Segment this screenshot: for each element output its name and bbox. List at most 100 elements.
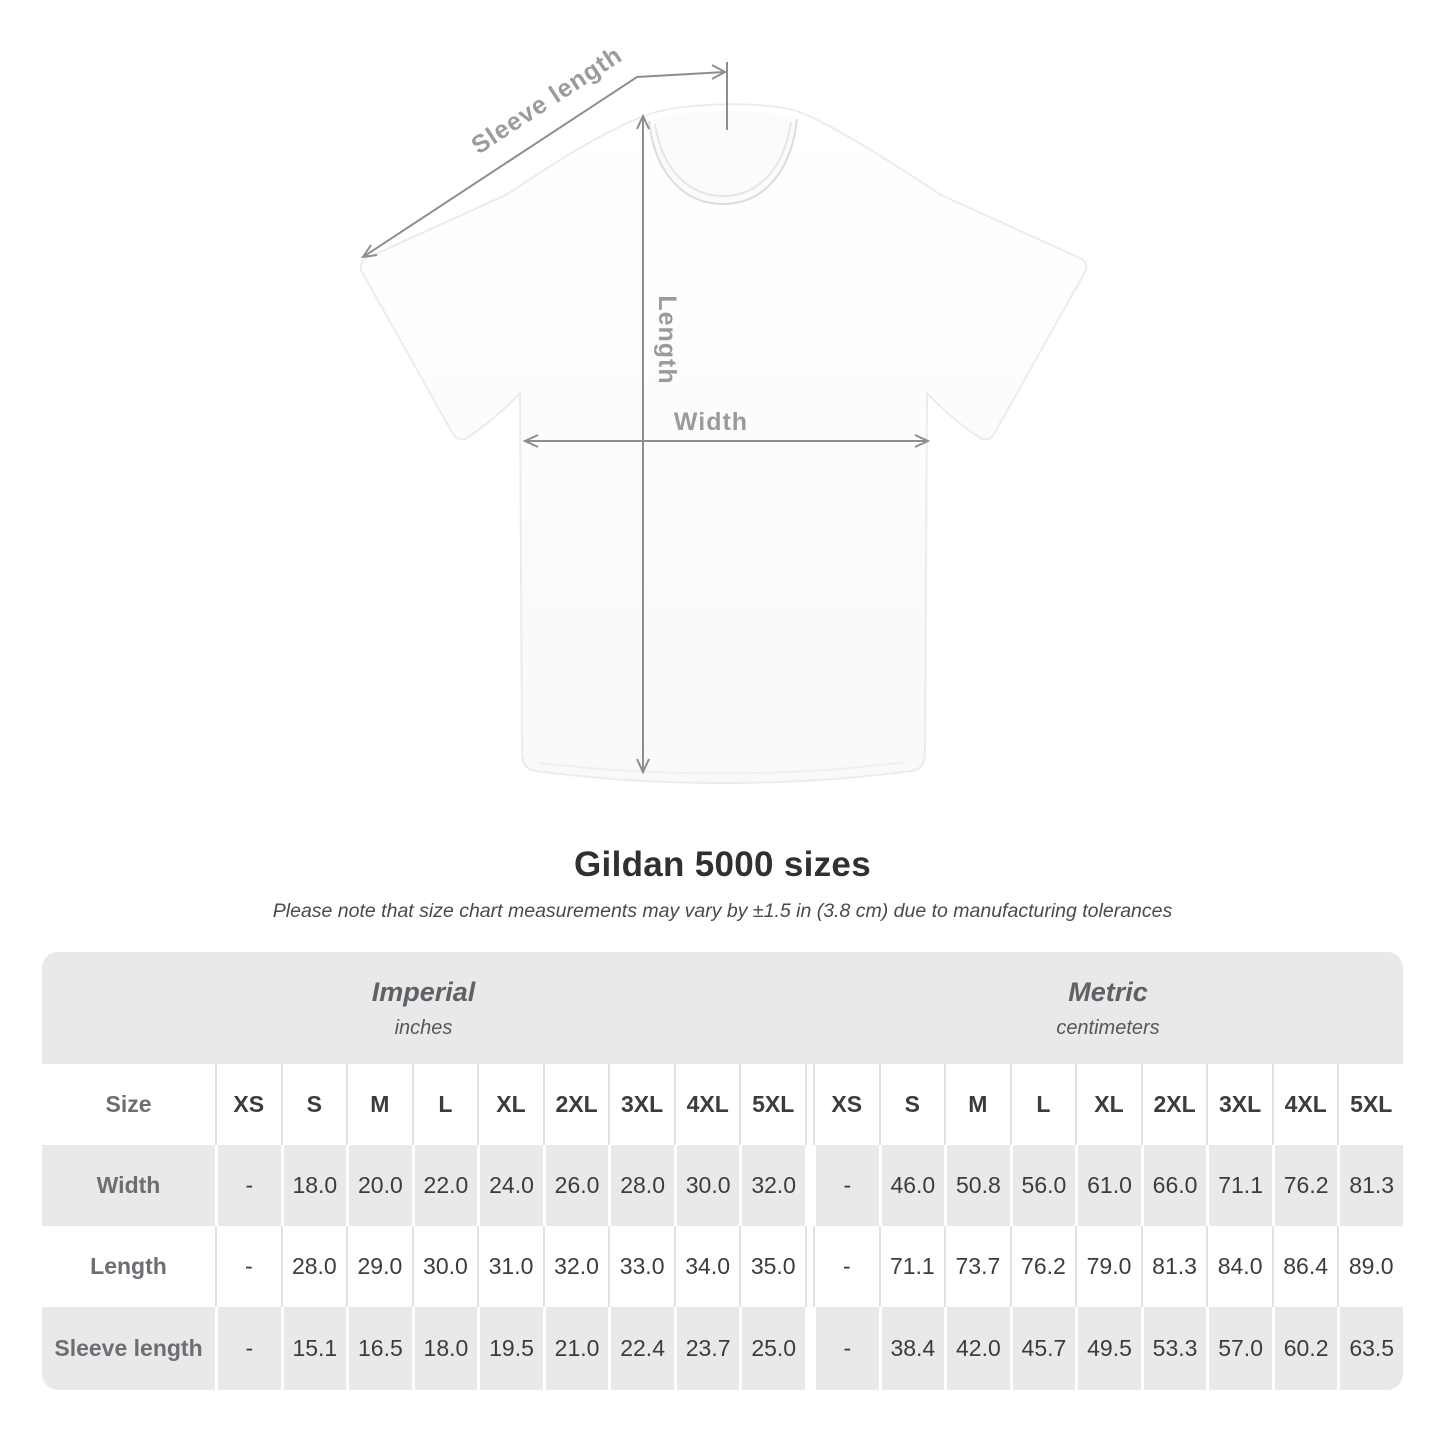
length-row: Length -28.0 29.0 30.0 31.0 32.0 33.0 34.0 35.0-… [42,1226,1403,1307]
row-label: Size [105,1091,152,1117]
row-label: Width [42,1145,215,1226]
imperial-unit: inches [394,1016,453,1039]
measurement-cell: 38.4 [878,1307,945,1390]
tshirt-body [359,103,1088,784]
measurement-cell: 66.0 [1140,1145,1207,1226]
sleeve-arrowhead-left [360,244,378,259]
size-col-header: XS [215,1064,281,1145]
size-header-row: Size XS S M L XL 2XL 3XL 4XL 5XL XS S M L XL 2XL 3XL 4XL 5… [42,1064,1403,1145]
half-divider [805,1064,813,1145]
metric-header: Metric centimeters [813,952,1403,1064]
measurement-cell: 22.0 [411,1145,478,1226]
measurement-cell: - [813,1145,879,1226]
size-table: Imperial inches Metric centimeters Size X… [42,952,1403,1390]
measurement-cell: - [813,1307,879,1390]
half-divider [805,1145,813,1226]
measurement-cell: 19.5 [477,1307,543,1390]
collar-ribbing [654,121,792,198]
measurement-cell: 22.4 [608,1307,674,1390]
length-arrowhead-bottom [636,758,650,775]
measurement-cell: 63.5 [1337,1307,1403,1390]
measurement-cell: - [215,1307,281,1390]
measurement-cell: 73.7 [944,1226,1010,1307]
size-col-header: XS [813,1064,879,1145]
size-col-header: XL [1075,1064,1141,1145]
measurement-cell: 45.7 [1009,1307,1076,1390]
measurement-cell: 32.0 [542,1226,609,1307]
measurement-cell: 16.5 [346,1307,412,1390]
size-col-header: 3XL [608,1064,674,1145]
imperial-header: Imperial inches [42,952,805,1064]
size-col-header: XL [477,1064,543,1145]
size-col-header: 4XL [673,1064,740,1145]
metric-unit: centimeters [1056,1016,1160,1039]
measurement-cell: 56.0 [1009,1145,1076,1226]
measurement-cell: 32.0 [739,1145,805,1226]
measurement-cell: 18.0 [280,1145,347,1226]
length-label: Length [653,295,681,384]
sleeve-length-arrow [362,71,726,258]
half-divider [805,1226,813,1307]
size-col-header: M [346,1064,412,1145]
measurement-cell: 76.2 [1009,1226,1076,1307]
imperial-title: Imperial [371,976,476,1007]
tolerance-note: Please note that size chart measurements… [272,900,1173,922]
half-divider [805,1307,813,1390]
measurement-cell: 28.0 [608,1145,674,1226]
measurement-cell: 34.0 [673,1226,740,1307]
measurement-cell: 79.0 [1075,1226,1141,1307]
size-col-header: L [411,1064,478,1145]
measurement-cell: 86.4 [1271,1226,1338,1307]
measurement-cell: 61.0 [1075,1145,1141,1226]
size-col-header: S [878,1064,945,1145]
measurement-cell: 23.7 [673,1307,740,1390]
sleeve-arrowhead-right [711,64,728,80]
size-col-header: L [1009,1064,1076,1145]
measurement-cell: 60.2 [1271,1307,1338,1390]
measurement-cell: 57.0 [1206,1307,1272,1390]
measurement-cell: - [813,1226,879,1307]
measurement-cell: 71.1 [878,1226,945,1307]
measurement-cell: 21.0 [542,1307,609,1390]
width-arrowhead-left [522,434,539,448]
size-col-header: 4XL [1271,1064,1338,1145]
measurement-cell: 26.0 [542,1145,609,1226]
measurement-cell: 15.1 [280,1307,347,1390]
hem-seam [539,761,906,775]
measurement-cell: 20.0 [346,1145,412,1226]
dimension-lines [360,62,931,775]
size-col-header: 3XL [1206,1064,1272,1145]
measurement-cell: 53.3 [1140,1307,1207,1390]
size-col-header: S [280,1064,347,1145]
unit-header-band: Imperial inches Metric centimeters [42,952,1403,1064]
width-label: Width [674,408,748,436]
metric-title: Metric [1068,976,1148,1007]
measurement-cell: 50.8 [944,1145,1010,1226]
measurement-cell: 35.0 [739,1226,805,1307]
collar-edge [648,118,798,206]
measurement-cell: 18.0 [411,1307,478,1390]
length-arrowhead-top [636,113,650,130]
measurement-cell: 81.3 [1140,1226,1207,1307]
tshirt-measurement-diagram: Sleeve length Length Width [359,41,1088,784]
measurement-cell: 28.0 [280,1226,347,1307]
size-col-header: 5XL [739,1064,805,1145]
measurement-cell: 30.0 [411,1226,478,1307]
measurement-cell: 81.3 [1337,1145,1403,1226]
measurement-cell: 46.0 [878,1145,945,1226]
size-col-header: 2XL [1140,1064,1207,1145]
measurement-cell: - [215,1226,281,1307]
measurement-cell: 33.0 [608,1226,674,1307]
size-col-header: 5XL [1337,1064,1403,1145]
measurement-cell: 25.0 [739,1307,805,1390]
size-col-header: M [944,1064,1010,1145]
size-col-header: 2XL [542,1064,609,1145]
measurement-cell: 71.1 [1206,1145,1272,1226]
sleeve-length-row: Sleeve length -15.1 16.5 18.0 19.5 21.0 22.4 23… [42,1307,1403,1390]
tshirt-collar [649,110,797,204]
width-row: Width -18.0 20.0 22.0 24.0 26.0 28.0 30.0 32.0-4… [42,1145,1403,1226]
measurement-cell: 49.5 [1075,1307,1141,1390]
page-title: Gildan 5000 sizes [574,845,871,884]
row-label: Sleeve length [42,1307,215,1390]
measurement-cell: 42.0 [944,1307,1010,1390]
